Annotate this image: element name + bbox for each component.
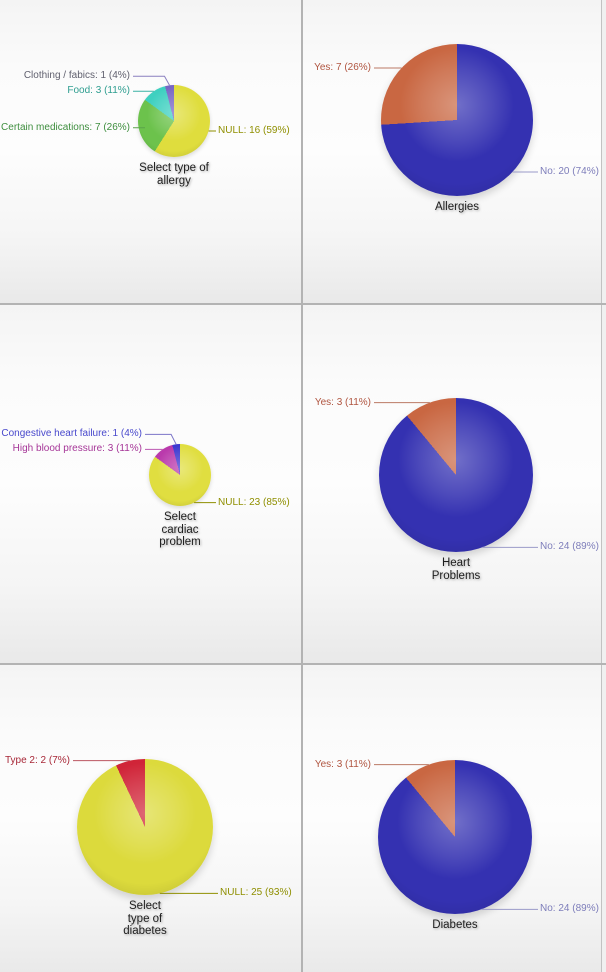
slice-label-null: NULL: 23 (85%): [218, 496, 290, 508]
pie-gloss: [378, 760, 532, 914]
slice-label-congestive-heart-failure: Congestive heart failure: 1 (4%): [1, 428, 142, 440]
chart-title: Diabetes: [432, 919, 478, 931]
callout-line: [145, 433, 177, 445]
row-divider-1: [0, 303, 606, 305]
slice-label-null: NULL: 16 (59%): [218, 125, 290, 137]
callout-lines: [133, 75, 216, 132]
slice-label-certain-medications: Certain medications: 7 (26%): [1, 121, 130, 133]
chart-title: Heart Problems: [431, 557, 481, 582]
chart-panel-allergies: No: 20 (74%) Yes: 7 (26%) Allergies: [303, 0, 601, 303]
pie-gloss: [149, 444, 211, 506]
callout-lines: [73, 760, 218, 894]
chart-panel-diabetes: No: 24 (89%) Yes: 3 (11%) Diabetes: [303, 665, 601, 972]
column-divider: [301, 0, 303, 972]
row-divider-2: [0, 663, 606, 665]
callout-lines: [145, 433, 216, 504]
slice-label-clothing-fabics: Clothing / fabics: 1 (4%): [23, 70, 130, 82]
chart-panel-cardiac-type: NULL: 23 (85%) High blood pressure: 3 (11…: [0, 305, 301, 663]
slice-label-type-2: Type 2: 2 (7%): [4, 754, 70, 766]
chart-panel-allergy-type: NULL: 16 (59%) Certain medications: 7 (26…: [0, 0, 301, 303]
slice-label-yes: Yes: 7 (26%): [314, 61, 371, 73]
pie-allergies: [381, 44, 533, 196]
pie-gloss: [379, 398, 533, 552]
chart-panel-diabetes-type: NULL: 25 (93%) Type 2: 2 (7%) Select type …: [0, 665, 301, 972]
chart-panel-heart-problems: No: 24 (89%) Yes: 3 (11%) Heart Problems: [303, 305, 601, 663]
slice-label-no: No: 24 (89%): [540, 903, 599, 915]
callout-lines: [374, 764, 538, 910]
slice-label-food: Food: 3 (11%): [67, 85, 130, 97]
pie-select-cardiac-problem: [149, 444, 211, 506]
pie-gloss: [77, 759, 213, 895]
chart-title: Select type of allergy: [139, 162, 209, 187]
pie-select-type-of-diabetes: [77, 759, 213, 895]
slice-label-no: No: 20 (74%): [540, 166, 599, 178]
pie-heart-problems: [379, 398, 533, 552]
pie-gloss: [381, 44, 533, 196]
callout-lines: [374, 402, 538, 548]
callout-lines: [374, 67, 538, 173]
slice-label-yes: Yes: 3 (11%): [314, 758, 371, 770]
chart-title: Select cardiac problem: [159, 511, 201, 548]
pie-select-type-of-allergy: [138, 85, 210, 157]
slice-label-high-blood-pressure: High blood pressure: 3 (11%): [12, 443, 142, 455]
callout-line: [133, 75, 170, 86]
pie-gloss: [138, 85, 210, 157]
slice-label-null: NULL: 25 (93%): [220, 887, 292, 899]
slice-label-yes: Yes: 3 (11%): [314, 396, 371, 408]
chart-title: Allergies: [434, 201, 480, 213]
right-edge-border: [601, 0, 602, 972]
slice-label-no: No: 24 (89%): [540, 541, 599, 553]
pie-diabetes: [378, 760, 532, 914]
chart-title: Select type of diabetes: [123, 900, 167, 937]
